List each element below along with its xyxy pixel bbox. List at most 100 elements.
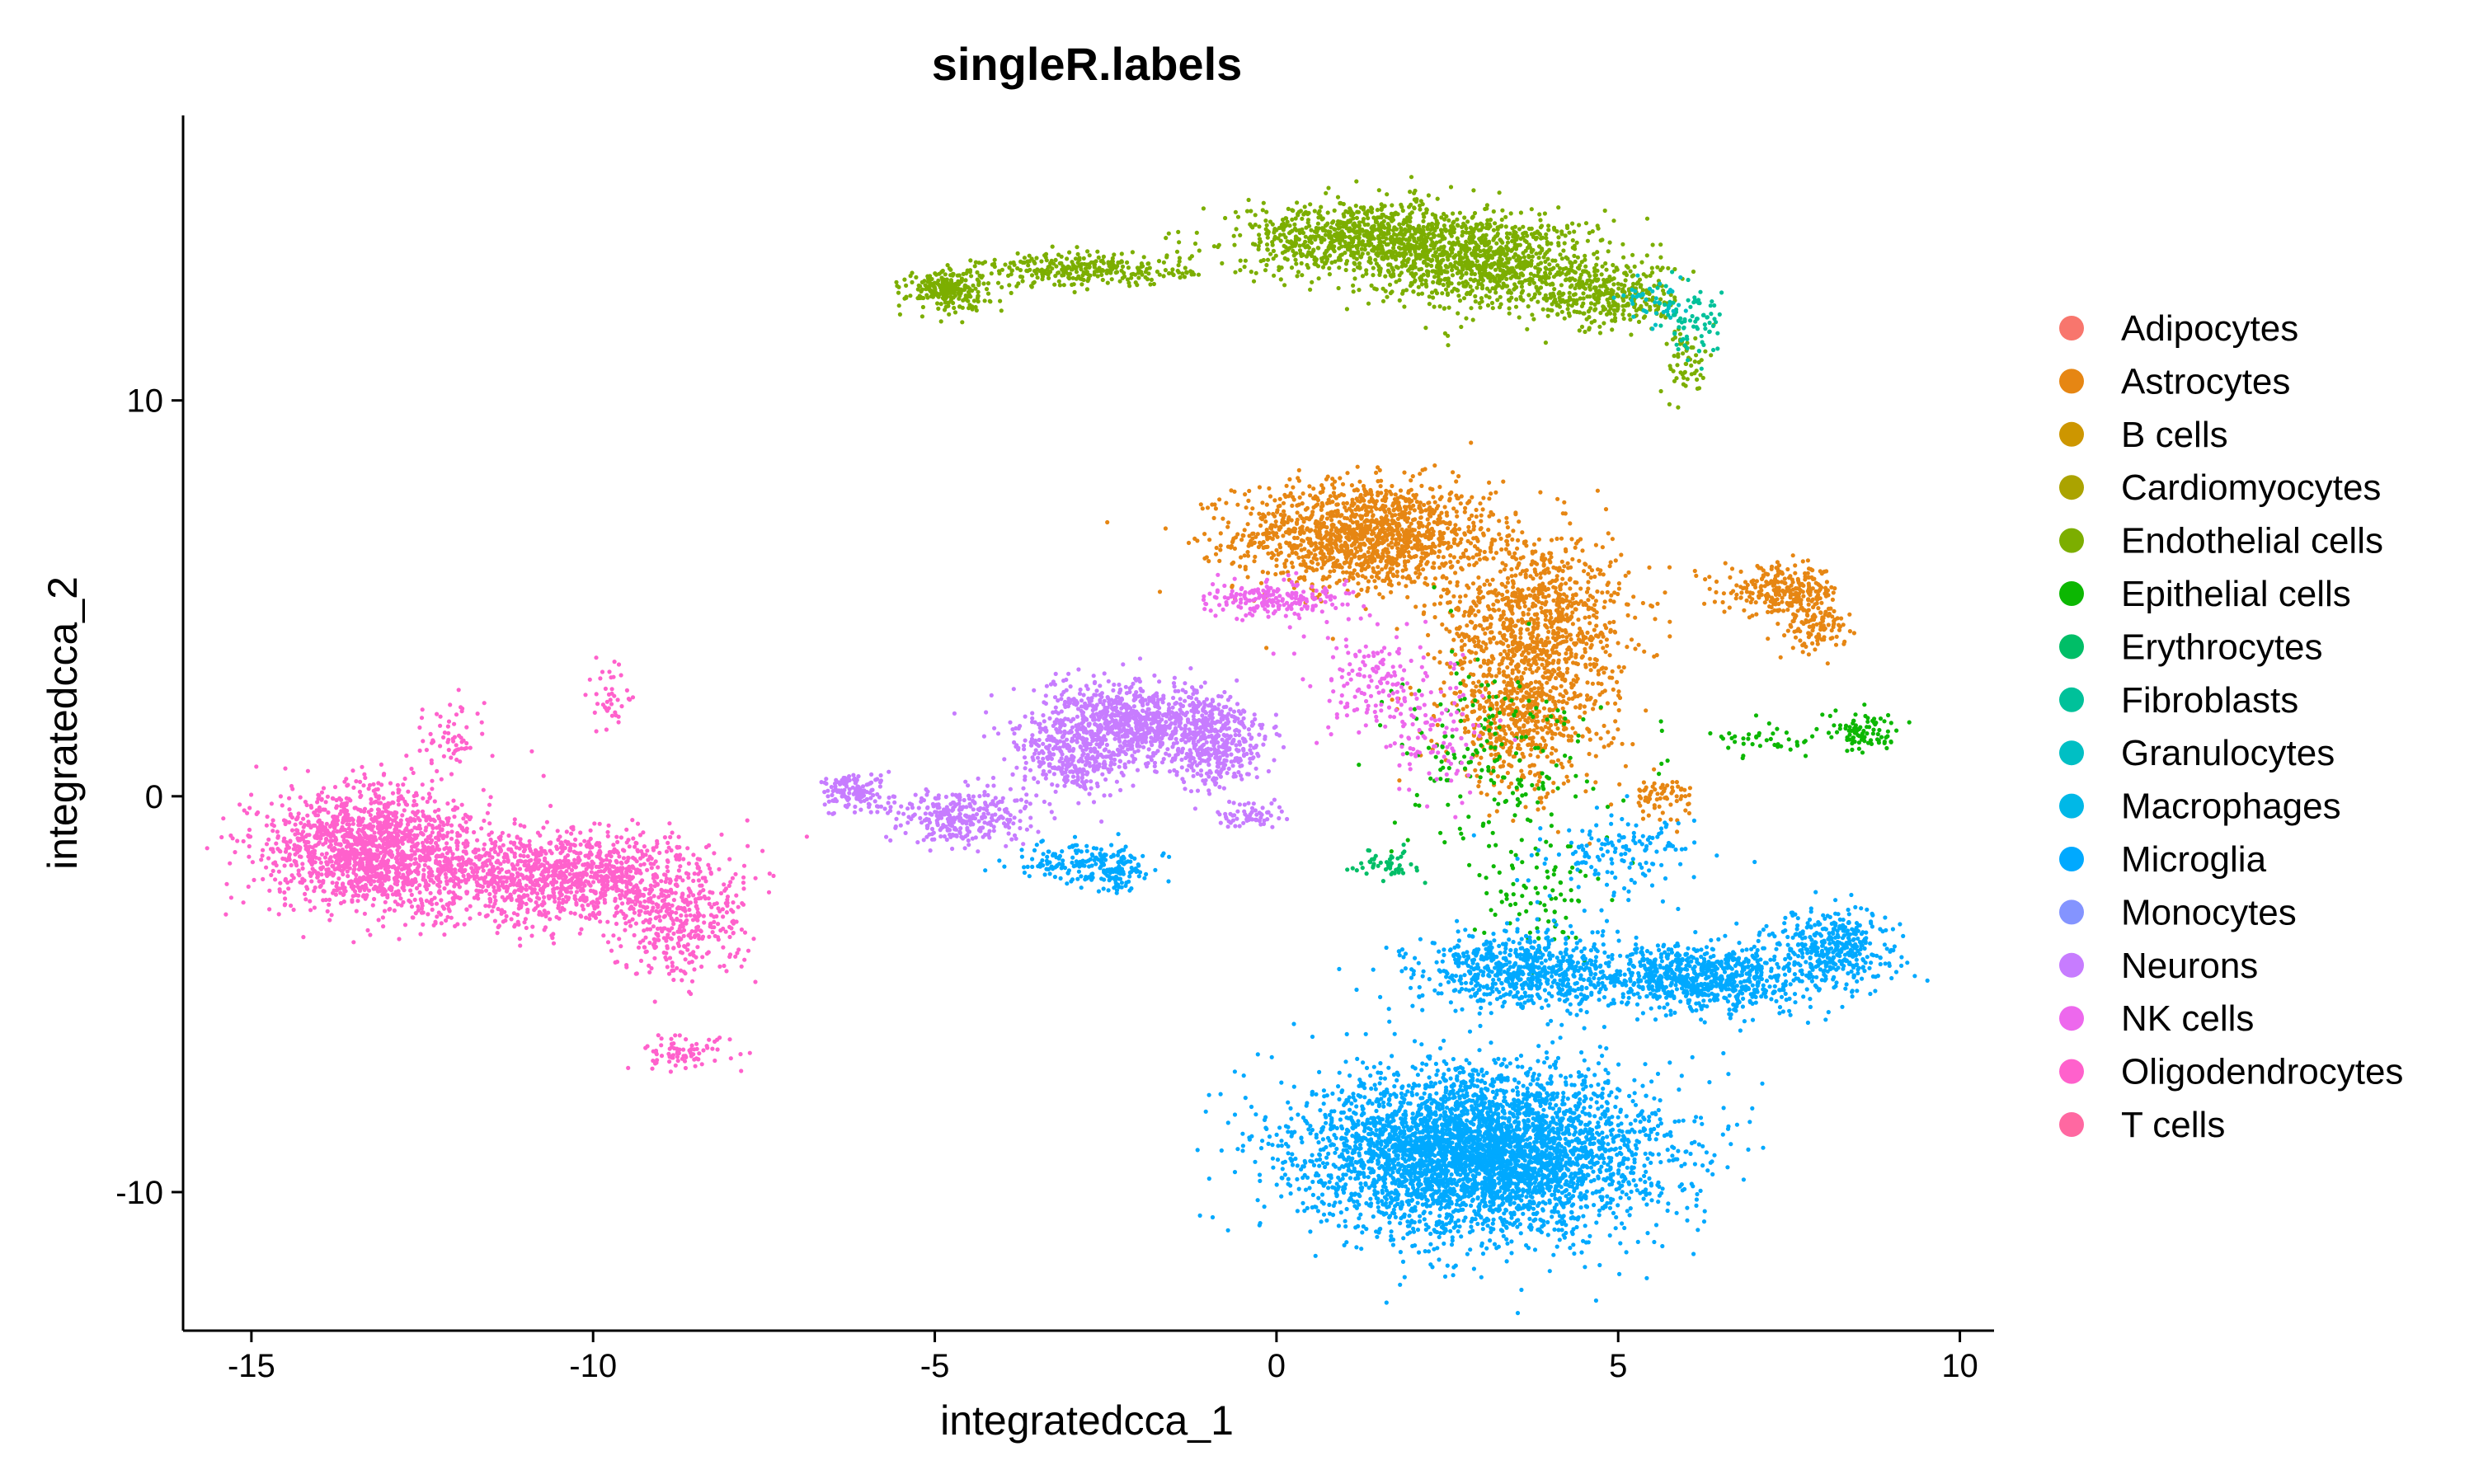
data-point bbox=[1514, 557, 1518, 561]
data-point bbox=[1818, 610, 1823, 614]
data-point bbox=[1118, 261, 1122, 265]
data-point bbox=[1433, 615, 1437, 619]
data-point bbox=[1508, 763, 1512, 768]
data-point bbox=[1549, 621, 1553, 625]
data-point bbox=[1561, 707, 1565, 711]
data-point bbox=[1067, 251, 1071, 255]
data-point bbox=[1258, 516, 1263, 520]
data-point bbox=[1419, 484, 1423, 488]
data-point bbox=[1202, 206, 1206, 210]
data-point bbox=[1507, 674, 1511, 678]
data-point bbox=[1625, 645, 1629, 649]
data-point bbox=[1442, 223, 1446, 228]
data-point bbox=[1555, 497, 1559, 501]
data-point bbox=[1059, 261, 1063, 265]
data-point bbox=[1459, 501, 1463, 505]
data-point bbox=[1442, 555, 1446, 559]
data-point bbox=[1766, 610, 1770, 614]
data-point bbox=[1396, 508, 1400, 512]
data-point bbox=[896, 285, 901, 289]
data-point bbox=[936, 307, 940, 311]
data-point bbox=[1356, 465, 1360, 469]
data-point bbox=[1545, 754, 1550, 758]
data-point bbox=[1536, 754, 1540, 758]
data-point bbox=[1663, 590, 1667, 594]
data-point bbox=[1489, 491, 1493, 495]
data-point bbox=[1298, 244, 1302, 248]
data-point bbox=[1232, 234, 1236, 238]
data-point bbox=[1351, 500, 1355, 505]
data-point bbox=[1102, 255, 1106, 259]
data-point bbox=[1348, 575, 1352, 579]
data-point bbox=[1436, 197, 1440, 201]
data-point bbox=[1535, 662, 1539, 666]
data-point bbox=[1776, 597, 1780, 601]
data-point bbox=[1750, 613, 1754, 618]
data-point bbox=[1520, 653, 1524, 657]
data-point bbox=[1508, 622, 1512, 627]
data-point bbox=[1319, 525, 1324, 529]
data-point bbox=[1140, 273, 1144, 277]
data-point bbox=[1326, 210, 1330, 214]
data-point bbox=[1489, 753, 1493, 757]
data-point bbox=[918, 296, 922, 300]
data-point bbox=[1088, 253, 1092, 257]
data-point bbox=[1820, 615, 1824, 619]
data-point bbox=[1253, 541, 1257, 545]
data-point bbox=[1370, 519, 1374, 523]
data-point bbox=[1462, 215, 1466, 219]
data-point bbox=[1277, 505, 1281, 509]
data-point bbox=[1357, 563, 1362, 567]
data-point bbox=[1477, 689, 1481, 693]
data-point bbox=[1418, 506, 1422, 510]
data-point bbox=[1045, 258, 1049, 262]
data-point bbox=[1602, 605, 1606, 609]
data-point bbox=[1738, 596, 1743, 600]
data-point bbox=[962, 272, 966, 276]
data-point bbox=[1555, 574, 1559, 578]
data-point bbox=[1397, 246, 1401, 250]
data-point bbox=[1461, 222, 1465, 226]
data-point bbox=[1396, 542, 1400, 546]
data-point bbox=[1442, 306, 1446, 310]
data-point bbox=[1352, 268, 1356, 272]
data-point bbox=[1217, 559, 1221, 563]
data-point bbox=[1423, 603, 1427, 608]
data-point bbox=[1057, 279, 1061, 284]
data-point bbox=[960, 320, 964, 324]
data-point bbox=[1724, 561, 1728, 566]
data-point bbox=[1524, 691, 1528, 695]
data-point bbox=[920, 280, 924, 284]
data-point bbox=[1512, 687, 1516, 691]
data-point bbox=[1318, 546, 1322, 550]
data-point bbox=[1419, 199, 1423, 203]
data-point bbox=[1404, 567, 1408, 571]
data-point bbox=[1482, 616, 1486, 620]
data-point bbox=[1202, 532, 1206, 536]
data-point bbox=[1528, 753, 1532, 757]
data-point bbox=[1471, 681, 1475, 685]
data-point bbox=[1606, 701, 1610, 705]
data-point bbox=[1281, 251, 1285, 255]
data-point bbox=[1391, 501, 1395, 505]
data-point bbox=[1596, 567, 1600, 571]
data-point bbox=[1145, 277, 1150, 281]
data-point bbox=[1264, 210, 1268, 214]
data-point bbox=[1426, 633, 1430, 637]
data-point bbox=[1583, 647, 1587, 651]
data-point bbox=[1748, 590, 1752, 594]
data-point bbox=[1292, 536, 1296, 540]
data-point bbox=[1776, 560, 1780, 564]
data-point bbox=[1533, 640, 1537, 644]
data-point bbox=[1541, 719, 1545, 723]
data-point bbox=[1244, 567, 1248, 571]
data-point bbox=[1394, 492, 1398, 496]
data-point bbox=[1062, 283, 1066, 287]
data-point bbox=[1474, 651, 1478, 655]
data-point bbox=[1544, 614, 1548, 618]
data-point bbox=[1268, 494, 1272, 498]
data-point bbox=[1495, 809, 1499, 813]
data-point bbox=[1763, 584, 1767, 588]
data-point bbox=[1794, 599, 1799, 603]
data-point bbox=[1331, 219, 1335, 223]
